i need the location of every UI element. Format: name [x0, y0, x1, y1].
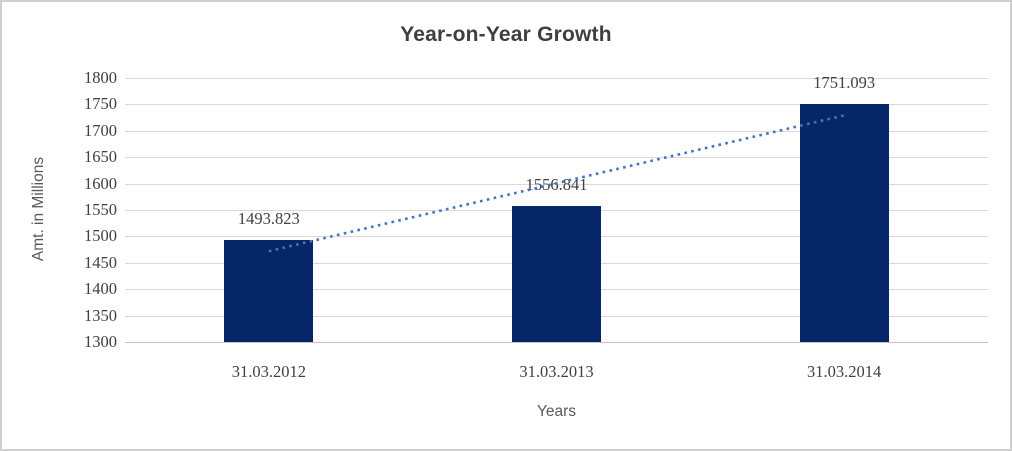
y-tick-label: 1600 — [84, 174, 117, 193]
x-axis-line — [125, 342, 988, 343]
y-tick-label: 1550 — [84, 200, 117, 219]
x-tick-label: 31.03.2013 — [519, 362, 594, 381]
y-tick-label: 1700 — [84, 121, 117, 140]
bar-31.03.2012 — [224, 239, 314, 342]
chart-title: Year-on-Year Growth — [400, 23, 612, 46]
y-tick-label: 1500 — [84, 226, 117, 245]
data-label: 1556.841 — [525, 175, 588, 195]
x-tick-label: 31.03.2012 — [231, 362, 306, 381]
y-tick-label: 1350 — [84, 306, 117, 325]
y-tick-label: 1800 — [84, 68, 117, 87]
bar-31.03.2013 — [512, 206, 601, 342]
y-tick-label: 1650 — [84, 147, 117, 166]
gridline — [125, 104, 988, 105]
y-tick-label: 1450 — [84, 253, 117, 272]
gridline — [125, 78, 988, 79]
bar-31.03.2014 — [799, 103, 889, 342]
data-label: 1493.823 — [237, 208, 300, 228]
y-tick-label: 1400 — [84, 279, 117, 298]
data-label: 1751.093 — [813, 72, 876, 92]
x-tick-label: 31.03.2014 — [807, 362, 882, 381]
x-axis-title: Years — [536, 403, 577, 420]
y-tick-label: 1300 — [84, 332, 117, 351]
y-tick-label: 1750 — [84, 94, 117, 113]
